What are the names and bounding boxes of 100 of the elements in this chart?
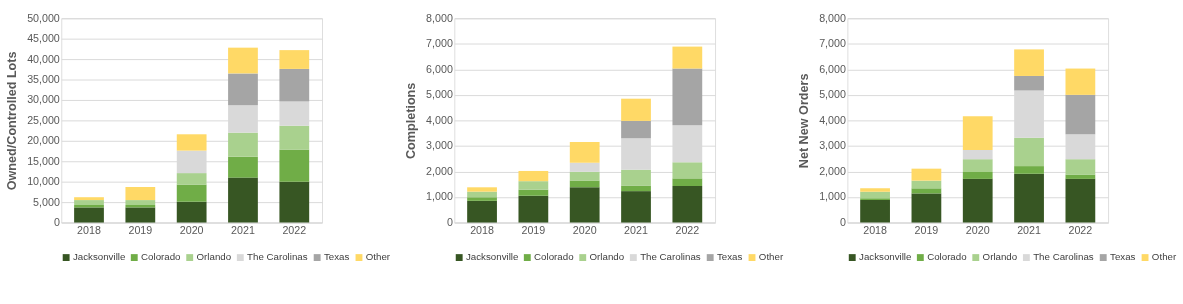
bar [569, 171, 600, 181]
bar [228, 156, 258, 178]
bar [467, 191, 497, 198]
legend-label: Other [1151, 251, 1177, 263]
bar [911, 193, 942, 223]
x-tick-label: 2021 [624, 223, 648, 236]
legend-label: The Carolinas [1033, 251, 1094, 263]
y-tick-label: 40,000 [27, 52, 60, 65]
y-tick-label: 0 [53, 215, 60, 228]
y-tick-label: 5,000 [33, 195, 60, 208]
y-tick-label: 5,000 [819, 88, 846, 101]
bar [125, 200, 156, 205]
x-tick-label: 2020 [965, 223, 990, 236]
bar [1065, 178, 1096, 223]
bar [621, 169, 651, 186]
bar [279, 125, 310, 150]
x-tick-label: 2020 [572, 223, 597, 236]
bar [1065, 174, 1096, 179]
bar [279, 68, 310, 102]
bar [911, 168, 942, 181]
x-tick-label: 2018 [77, 223, 101, 236]
bar [672, 178, 703, 187]
bar [569, 187, 600, 223]
bar [279, 50, 310, 69]
y-tick-label: 0 [446, 215, 453, 228]
x-tick-label: 2019 [521, 223, 546, 236]
y-tick-label: 0 [839, 215, 846, 228]
bar [621, 191, 651, 223]
bar [125, 207, 156, 223]
bar [1014, 137, 1044, 167]
x-tick-label: 2020 [179, 223, 204, 236]
x-tick-label: 2022 [675, 223, 700, 236]
bar [279, 181, 310, 223]
y-tick-label: 6,000 [426, 62, 453, 75]
y-tick-label: 8,000 [426, 11, 453, 24]
bar [176, 201, 207, 223]
bar [860, 200, 890, 223]
y-tick-label: 2,000 [819, 164, 846, 177]
bar [911, 188, 942, 194]
legend-label: Other [365, 251, 391, 263]
bar [621, 120, 651, 139]
bar [176, 184, 207, 202]
x-tick-label: 2021 [1017, 223, 1041, 236]
y-tick-label: 6,000 [819, 62, 846, 75]
bar [228, 47, 258, 74]
y-tick-label: 1,000 [819, 190, 846, 203]
y-tick-label: 45,000 [27, 32, 60, 45]
y-tick-label: 7,000 [819, 37, 846, 50]
x-tick-label: 2018 [863, 223, 888, 236]
y-tick-label: 50,000 [27, 11, 60, 24]
bar [962, 116, 993, 151]
bar [176, 134, 207, 151]
bar [672, 46, 703, 69]
legend-label: Orlando [589, 251, 625, 263]
legend-label: Texas [323, 251, 350, 263]
x-tick-label: 2019 [914, 223, 939, 236]
x-tick-label: 2021 [231, 223, 255, 236]
bar [279, 149, 310, 182]
bar [860, 191, 890, 199]
bar [1065, 94, 1096, 135]
bar [1014, 75, 1044, 91]
bar [962, 159, 993, 172]
bar [1014, 166, 1044, 174]
y-axis-title: Net New Orders [797, 73, 812, 169]
y-tick-label: 15,000 [27, 154, 60, 167]
bar [1014, 173, 1044, 223]
bar [1065, 159, 1096, 175]
y-tick-label: 4,000 [426, 113, 453, 126]
y-axis-title: Owned/Controlled Lots [5, 51, 20, 191]
y-tick-label: 2,000 [426, 164, 453, 177]
y-tick-label: 30,000 [27, 93, 60, 106]
bar [518, 189, 549, 196]
y-tick-label: 3,000 [426, 139, 453, 152]
bar [672, 162, 703, 179]
bar [518, 170, 549, 182]
bar [467, 187, 497, 192]
bar [621, 98, 651, 121]
bar [228, 73, 258, 106]
y-tick-label: 3,000 [819, 139, 846, 152]
legend-label: The Carolinas [640, 251, 701, 263]
y-tick-label: 35,000 [27, 72, 60, 85]
bar [860, 188, 890, 192]
bar [569, 180, 600, 188]
y-tick-label: 10,000 [27, 175, 60, 188]
legend-label: Texas [717, 251, 743, 263]
legend-label: Colorado [534, 251, 574, 263]
bar [1014, 49, 1044, 76]
y-tick-label: 1,000 [426, 190, 453, 203]
bar [518, 195, 549, 223]
bar [569, 142, 600, 163]
legend-label: Jacksonville [72, 251, 126, 263]
y-tick-label: 5,000 [426, 88, 453, 101]
x-tick-label: 2022 [1068, 223, 1093, 236]
bar [962, 150, 993, 160]
x-tick-label: 2022 [282, 223, 307, 236]
y-tick-label: 4,000 [819, 113, 846, 126]
bar [672, 186, 703, 223]
y-tick-label: 8,000 [819, 11, 846, 24]
bar [125, 187, 156, 201]
bar [672, 68, 703, 126]
